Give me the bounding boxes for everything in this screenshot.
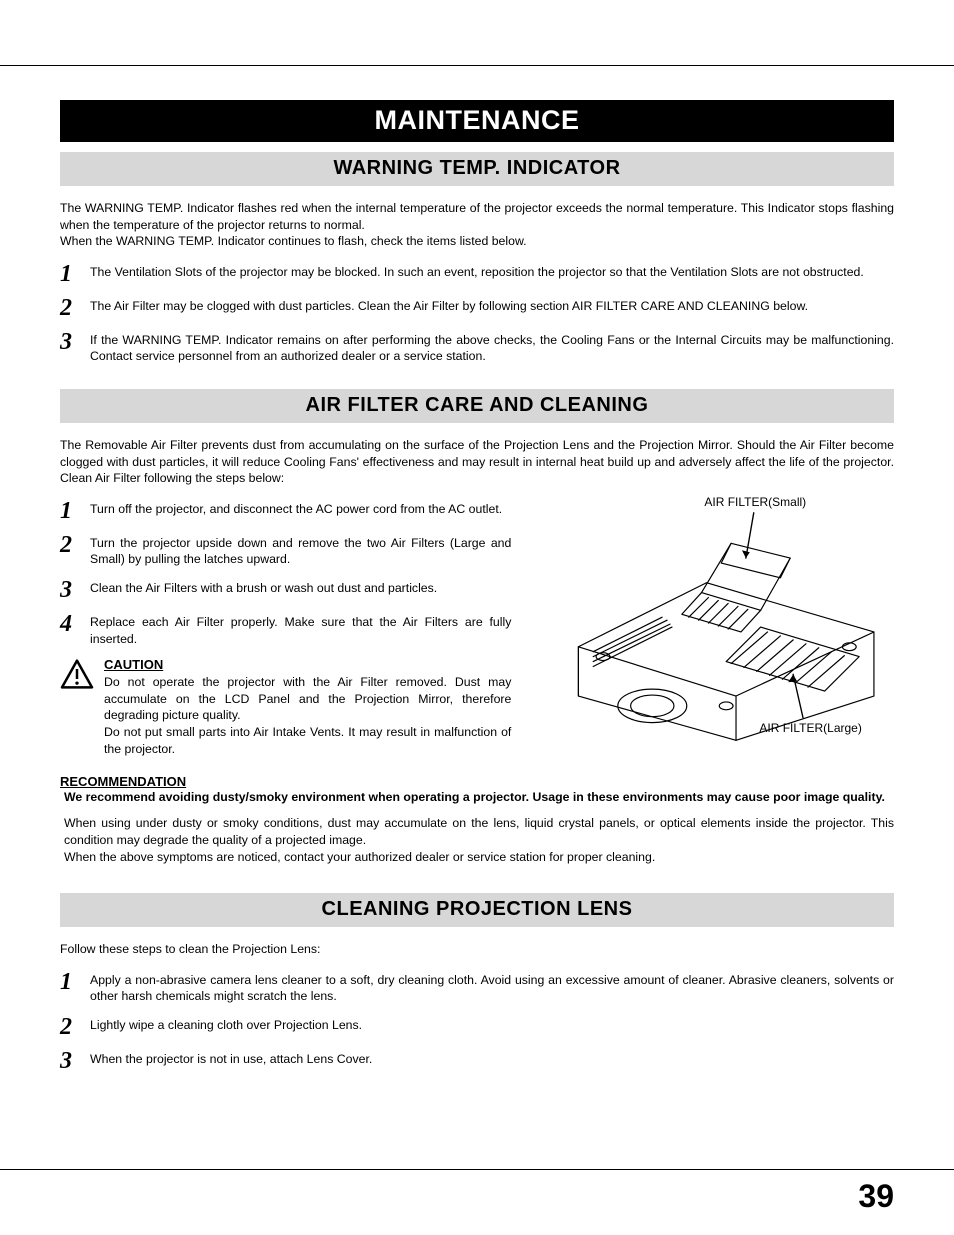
diagram-label-large: AIR FILTER(Large) [759,721,861,735]
step-number-icon: 3 [60,578,90,602]
list-item: 3 Clean the Air Filters with a brush or … [60,578,511,602]
section1-intro: The WARNING TEMP. Indicator flashes red … [60,200,894,250]
step-number-icon: 2 [60,533,90,557]
step-number-icon: 1 [60,970,90,994]
caution-triangle-icon [60,659,94,689]
list-item: 1 The Ventilation Slots of the projector… [60,262,894,286]
section-heading-cleaning: CLEANING PROJECTION LENS [60,893,894,927]
caution-text: Do not operate the projector with the Ai… [104,674,511,757]
list-item: 3 If the WARNING TEMP. Indicator remains… [60,330,894,365]
step-text: The Ventilation Slots of the projector m… [90,262,894,281]
caution-text-block: CAUTION Do not operate the projector wit… [104,657,511,757]
list-item: 2 Turn the projector upside down and rem… [60,533,511,568]
section-heading-warning: WARNING TEMP. INDICATOR [60,152,894,186]
list-item: 1 Turn off the projector, and disconnect… [60,499,511,523]
list-item: 4 Replace each Air Filter properly. Make… [60,612,511,647]
step-text: The Air Filter may be clogged with dust … [90,296,894,315]
section3-intro: Follow these steps to clean the Projecti… [60,941,894,958]
step-number-icon: 1 [60,499,90,523]
recommendation-plain-text: When using under dusty or smoky conditio… [60,815,894,865]
projector-diagram [539,499,894,755]
step-text: Apply a non-abrasive camera lens cleaner… [90,970,894,1005]
step-number-icon: 4 [60,612,90,636]
step-text: If the WARNING TEMP. Indicator remains o… [90,330,894,365]
caution-block: CAUTION Do not operate the projector wit… [60,657,511,757]
step-number-icon: 2 [60,1015,90,1039]
section2-diagram-col: AIR FILTER(Small) AIR FILTER(Large) [539,499,894,760]
caution-title: CAUTION [104,657,511,672]
page-title: MAINTENANCE [375,105,580,135]
step-text: Lightly wipe a cleaning cloth over Proje… [90,1015,894,1034]
section-heading-label: CLEANING PROJECTION LENS [322,898,633,920]
recommendation-bold-text: We recommend avoiding dusty/smoky enviro… [60,789,894,806]
list-item: 3 When the projector is not in use, atta… [60,1049,894,1073]
step-number-icon: 2 [60,296,90,320]
page-title-bar: MAINTENANCE [60,100,894,142]
section1-steps: 1 The Ventilation Slots of the projector… [60,262,894,365]
step-text: When the projector is not in use, attach… [90,1049,894,1068]
section2-left-col: 1 Turn off the projector, and disconnect… [60,499,511,760]
section-heading-airfilter: AIR FILTER CARE AND CLEANING [60,389,894,423]
page-root: MAINTENANCE WARNING TEMP. INDICATOR The … [0,0,954,1235]
step-number-icon: 3 [60,1049,90,1073]
section2-intro: The Removable Air Filter prevents dust f… [60,437,894,487]
step-number-icon: 1 [60,262,90,286]
bottom-horizontal-rule [0,1169,954,1170]
section2-columns: 1 Turn off the projector, and disconnect… [60,499,894,760]
diagram-label-small: AIR FILTER(Small) [704,495,806,509]
section2-steps: 1 Turn off the projector, and disconnect… [60,499,511,647]
step-text: Replace each Air Filter properly. Make s… [90,612,511,647]
section3-steps: 1 Apply a non-abrasive camera lens clean… [60,970,894,1073]
list-item: 2 The Air Filter may be clogged with dus… [60,296,894,320]
top-horizontal-rule [0,65,954,66]
page-number: 39 [858,1178,894,1215]
section-heading-label: AIR FILTER CARE AND CLEANING [306,394,649,416]
list-item: 2 Lightly wipe a cleaning cloth over Pro… [60,1015,894,1039]
recommendation-title: RECOMMENDATION [60,774,894,789]
step-text: Clean the Air Filters with a brush or wa… [90,578,511,597]
list-item: 1 Apply a non-abrasive camera lens clean… [60,970,894,1005]
step-text: Turn off the projector, and disconnect t… [90,499,511,518]
step-text: Turn the projector upside down and remov… [90,533,511,568]
step-number-icon: 3 [60,330,90,354]
section-heading-label: WARNING TEMP. INDICATOR [333,157,620,179]
